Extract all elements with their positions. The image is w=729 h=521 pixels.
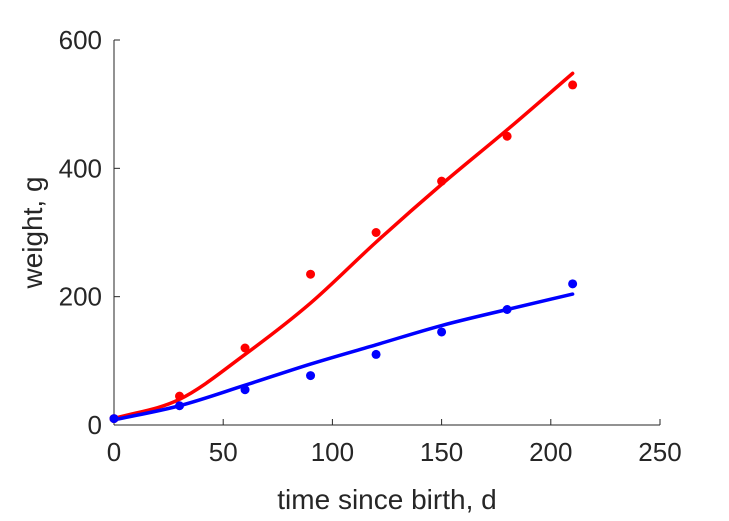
x-tick-label: 50 (209, 437, 238, 467)
data-points (109, 80, 578, 424)
data-point-series-2 (371, 349, 381, 359)
data-point-series-2 (306, 371, 316, 381)
fit-line-series-1 (112, 71, 575, 421)
x-tick-label: 150 (420, 437, 463, 467)
fit-line-series-2 (112, 292, 575, 422)
y-tick-label: 200 (59, 282, 102, 312)
data-point-series-1 (568, 80, 578, 90)
data-point-series-1 (306, 269, 316, 279)
x-tick-label: 0 (107, 437, 121, 467)
axes: 0 50 100 150 200 250 0 200 400 600 (59, 25, 682, 467)
y-tick-label: 0 (88, 410, 102, 440)
x-tick-label: 200 (529, 437, 572, 467)
data-point-series-1 (371, 228, 381, 237)
data-point-series-2 (240, 385, 250, 395)
data-point-series-1 (175, 391, 185, 401)
data-point-series-2 (175, 401, 185, 411)
data-point-series-2 (109, 414, 119, 424)
data-point-series-2 (437, 327, 447, 337)
data-point-series-1 (437, 176, 447, 186)
x-tick-label: 250 (638, 437, 681, 467)
x-tick-label: 100 (311, 437, 354, 467)
data-point-series-2 (502, 305, 512, 314)
data-point-series-1 (240, 343, 250, 353)
y-tick-label: 400 (59, 153, 102, 183)
y-axis-label: weight, g (17, 176, 48, 289)
data-point-series-2 (568, 279, 578, 289)
x-axis-label: time since birth, d (277, 484, 496, 515)
data-point-series-1 (502, 131, 512, 141)
y-tick-label: 600 (59, 25, 102, 55)
fit-lines (112, 71, 575, 422)
